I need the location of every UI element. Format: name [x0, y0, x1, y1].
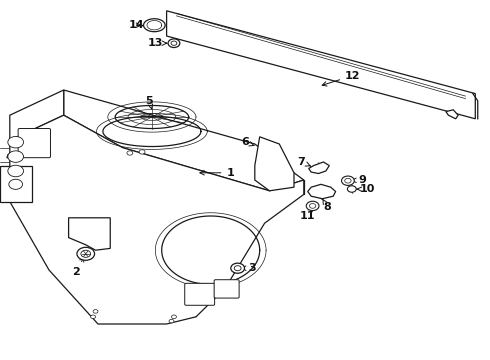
Text: 10: 10 [357, 184, 375, 194]
Circle shape [172, 315, 176, 319]
Polygon shape [309, 162, 329, 174]
Circle shape [168, 39, 180, 48]
FancyBboxPatch shape [214, 280, 239, 298]
Circle shape [91, 315, 96, 319]
Text: 11: 11 [300, 207, 316, 221]
Text: 13: 13 [148, 38, 167, 48]
Circle shape [81, 250, 91, 257]
Text: 3: 3 [242, 263, 256, 273]
Text: 12: 12 [322, 71, 361, 86]
Circle shape [347, 186, 356, 192]
Circle shape [93, 310, 98, 313]
Circle shape [231, 263, 245, 273]
Text: 8: 8 [323, 199, 331, 212]
FancyBboxPatch shape [185, 283, 215, 305]
Polygon shape [446, 110, 458, 119]
Circle shape [234, 266, 241, 271]
Circle shape [310, 204, 316, 208]
Polygon shape [69, 218, 110, 250]
Text: 6: 6 [241, 137, 254, 147]
Polygon shape [10, 90, 64, 140]
Text: 7: 7 [297, 157, 311, 167]
Polygon shape [255, 137, 294, 191]
Circle shape [345, 178, 351, 183]
Circle shape [8, 151, 24, 162]
Circle shape [8, 165, 24, 177]
Circle shape [139, 150, 145, 154]
Polygon shape [0, 166, 32, 202]
Text: 5: 5 [146, 96, 153, 109]
Text: 2: 2 [72, 257, 84, 277]
Circle shape [8, 136, 24, 148]
Circle shape [77, 247, 95, 260]
FancyBboxPatch shape [18, 129, 50, 158]
Polygon shape [144, 19, 165, 32]
Circle shape [169, 319, 174, 323]
Text: 14: 14 [128, 20, 144, 30]
Text: 4: 4 [6, 152, 14, 162]
Polygon shape [64, 90, 304, 191]
Circle shape [342, 176, 354, 185]
Circle shape [171, 41, 177, 45]
Polygon shape [308, 184, 336, 199]
Polygon shape [167, 11, 475, 119]
Circle shape [127, 151, 133, 155]
Circle shape [9, 179, 23, 189]
Text: 1: 1 [200, 168, 234, 178]
Circle shape [306, 201, 319, 211]
Polygon shape [10, 115, 304, 324]
Text: 9: 9 [352, 175, 367, 185]
